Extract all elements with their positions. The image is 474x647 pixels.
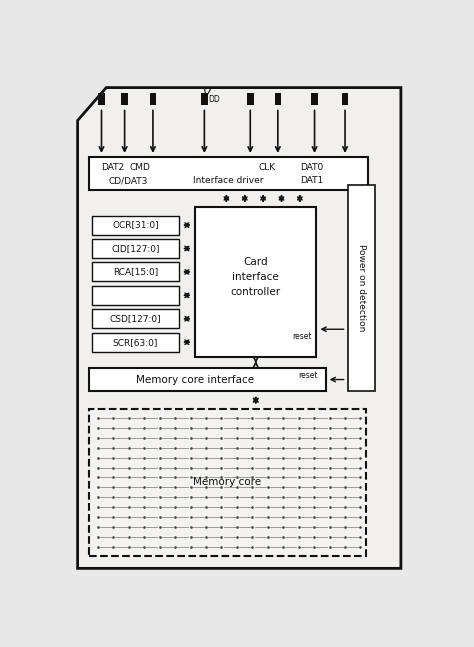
Text: DAT0: DAT0 [301,163,324,172]
Text: Interface driver: Interface driver [193,176,264,185]
Bar [89,409,366,556]
Bar [195,207,316,356]
Bar [247,93,254,105]
Text: Memory core: Memory core [193,477,261,487]
Text: CLK: CLK [258,163,275,172]
Text: DAT2: DAT2 [101,163,125,172]
Text: Memory core interface: Memory core interface [136,375,255,384]
Text: reset: reset [299,371,318,380]
Text: CSD[127:0]: CSD[127:0] [109,314,161,324]
Text: Power on detection: Power on detection [357,245,366,332]
Bar [89,157,368,190]
Bar [92,333,179,352]
Bar [89,367,326,391]
Text: CID[127:0]: CID[127:0] [111,244,160,253]
Text: DAT1: DAT1 [301,176,324,185]
Bar [92,215,179,235]
Text: Card
interface
controller: Card interface controller [231,257,281,297]
Bar [311,93,318,105]
Bar [92,239,179,258]
Bar [92,263,179,281]
Polygon shape [78,87,401,568]
Bar [347,185,375,391]
Bar [98,93,105,105]
Bar [121,93,128,105]
Text: CMD: CMD [129,163,151,172]
Bar [150,93,156,105]
Text: OCR[31:0]: OCR[31:0] [112,221,159,230]
Bar [274,93,281,105]
Text: DD: DD [208,94,220,104]
Bar [342,93,348,105]
Bar [92,309,179,328]
Text: SCR[63:0]: SCR[63:0] [113,338,158,347]
Text: RCA[15:0]: RCA[15:0] [113,267,158,276]
Bar [201,93,208,105]
Text: V: V [202,87,210,100]
Text: CD/DAT3: CD/DAT3 [109,176,148,185]
Text: reset: reset [292,332,311,341]
Bar [92,286,179,305]
